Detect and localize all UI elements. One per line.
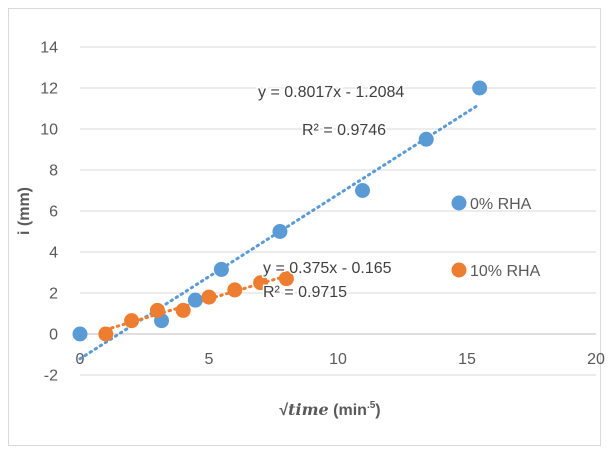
data-point-series-1 (149, 302, 165, 318)
data-point-series-1 (124, 313, 140, 329)
x-axis-title-symbol: √ (279, 402, 288, 419)
y-tick-label: 0 (49, 327, 58, 344)
legend-label-1: 10% RHA (470, 263, 541, 280)
legend-label-0: 0% RHA (470, 196, 532, 213)
legend-marker-1 (451, 262, 467, 278)
y-axis-title: i (mm) (16, 187, 33, 235)
data-point-series-1 (201, 289, 217, 305)
data-point-series-0 (272, 224, 288, 239)
chart-frame (8, 8, 601, 446)
data-point-series-1 (227, 282, 243, 298)
y-tick-label: 10 (40, 122, 58, 139)
data-point-series-1 (253, 275, 269, 291)
data-point-series-0 (355, 183, 371, 198)
x-axis-title: √time (min.5) (279, 400, 380, 419)
trendline-r2-0: R² = 0.9746 (302, 122, 386, 139)
y-tick-label: 8 (49, 163, 58, 180)
x-axis-title-exponent: .5 (367, 400, 376, 411)
x-axis-title-close: ) (375, 402, 380, 419)
data-point-series-1 (98, 326, 114, 342)
gridlines (80, 46, 596, 376)
x-tick-label: 10 (329, 351, 347, 368)
y-tick-label: 14 (40, 40, 58, 57)
data-point-series-1 (278, 271, 294, 287)
y-tick-label: 4 (49, 245, 58, 262)
x-tick-label: 20 (587, 351, 605, 368)
y-tick-label: 2 (49, 286, 58, 303)
data-point-series-0 (472, 80, 488, 96)
data-point-series-0 (418, 131, 434, 147)
data-point-series-1 (175, 302, 191, 318)
data-point-series-0 (187, 292, 203, 308)
y-tick-label: 6 (49, 204, 58, 221)
x-axis-title-variable: time (288, 400, 329, 419)
legend-marker-0 (451, 195, 467, 211)
trendline-equation-1: y = 0.375x - 0.165 (263, 260, 392, 277)
trendline-equation-0: y = 0.8017x - 1.2084 (258, 84, 404, 101)
y-tick-label: 12 (40, 81, 58, 98)
x-tick-label: 5 (205, 351, 214, 368)
data-point-series-0 (213, 261, 229, 277)
trendline-r2-1: R² = 0.9715 (263, 284, 347, 301)
data-point-series-0 (72, 326, 88, 342)
data-points (72, 80, 488, 342)
y-tick-label: -2 (44, 368, 58, 385)
x-axis-title-unit: (min (329, 402, 367, 419)
legend: 0% RHA 10% RHA (451, 195, 541, 280)
x-tick-label: 15 (458, 351, 476, 368)
